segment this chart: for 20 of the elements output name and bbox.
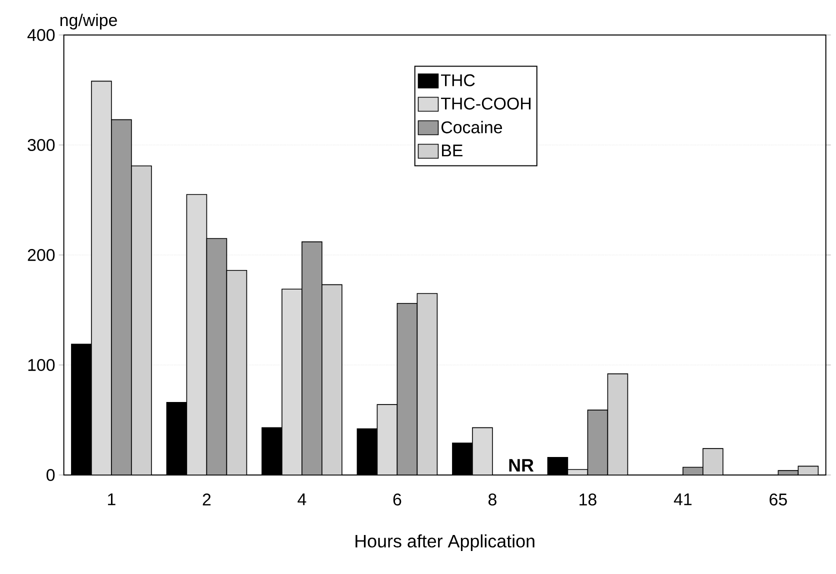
- x-tick-label: 41: [674, 494, 692, 506]
- y-tick-label: 400: [27, 28, 55, 41]
- x-tick-label: 6: [393, 494, 402, 506]
- legend-label: BE: [442, 144, 462, 156]
- y-tick-label: 300: [28, 138, 55, 151]
- x-tick-label: 18: [580, 494, 596, 506]
- y-axis-title: ng/wipe: [60, 14, 117, 30]
- y-tick-label: 0: [46, 468, 55, 481]
- legend-label: THC-COOH: [441, 98, 530, 110]
- x-tick-label: 4: [298, 494, 306, 506]
- legend-label: Cocaine: [441, 120, 502, 134]
- x-tick-label: 1: [108, 494, 116, 506]
- y-tick-label: 100: [28, 358, 55, 371]
- legend-label: THC: [441, 74, 475, 86]
- x-tick-label: 8: [488, 494, 496, 506]
- x-tick-label: 2: [202, 494, 211, 506]
- x-tick-label: 65: [770, 494, 787, 506]
- annotation: NR: [509, 459, 534, 472]
- x-axis-title: Hours after Application: [356, 534, 534, 552]
- y-tick-label: 200: [28, 248, 55, 261]
